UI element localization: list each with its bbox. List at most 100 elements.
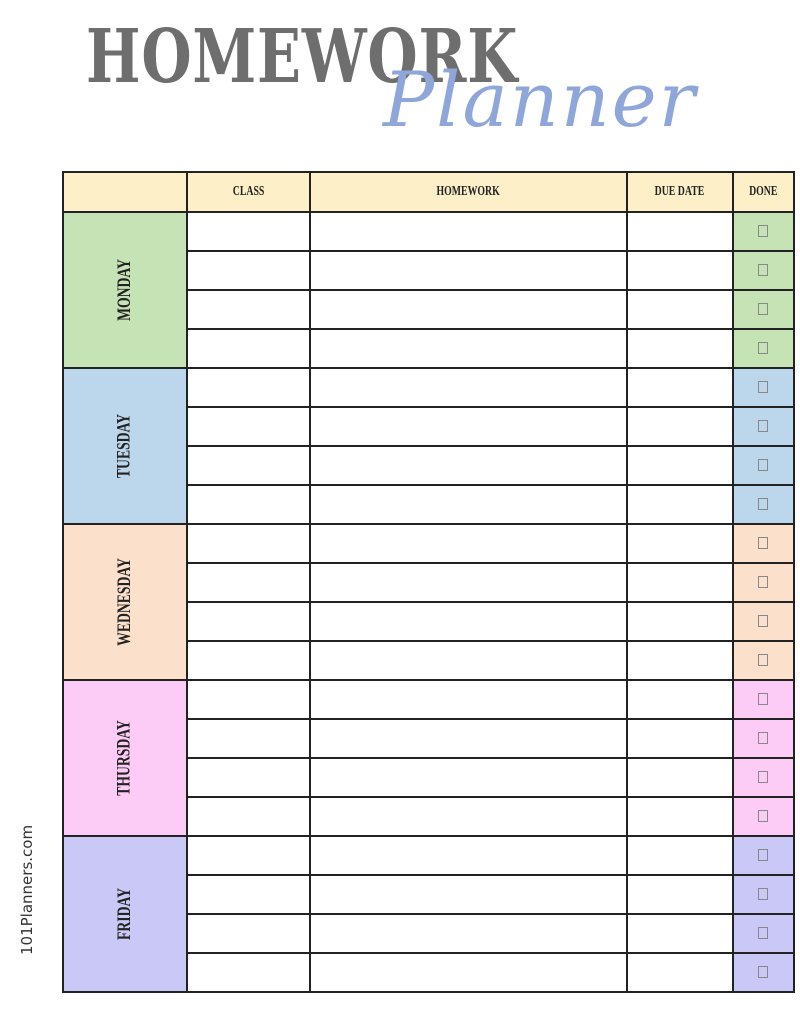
homework-cell[interactable] xyxy=(308,952,628,993)
class-cell[interactable] xyxy=(185,679,311,720)
due-date-cell[interactable] xyxy=(625,601,734,642)
homework-cell[interactable] xyxy=(308,367,628,408)
homework-cell[interactable] xyxy=(308,523,628,564)
homework-cell[interactable] xyxy=(308,601,628,642)
due-date-cell[interactable] xyxy=(625,523,734,564)
due-date-cell[interactable] xyxy=(625,913,734,954)
done-cell xyxy=(731,601,795,642)
checkbox-icon[interactable] xyxy=(758,342,769,354)
homework-cell[interactable] xyxy=(308,328,628,369)
table-row: MONDAY xyxy=(62,211,795,369)
done-cell xyxy=(731,289,795,330)
class-cell[interactable] xyxy=(185,601,311,642)
checkbox-icon[interactable] xyxy=(758,576,769,588)
checkbox-icon[interactable] xyxy=(758,966,769,978)
header-row: CLASS HOMEWORK DUE DATE DONE xyxy=(62,171,795,213)
class-cell[interactable] xyxy=(185,445,311,486)
class-cell[interactable] xyxy=(185,874,311,915)
class-cell[interactable] xyxy=(185,523,311,564)
header-homework: HOMEWORK xyxy=(308,171,628,213)
done-cell xyxy=(731,250,795,291)
day-label: TUESDAY xyxy=(113,413,135,479)
class-cell[interactable] xyxy=(185,640,311,681)
header-class: CLASS xyxy=(185,171,311,213)
due-date-cell[interactable] xyxy=(625,640,734,681)
class-cell[interactable] xyxy=(185,484,311,525)
homework-cell[interactable] xyxy=(308,835,628,876)
table-row xyxy=(63,601,795,642)
homework-cell[interactable] xyxy=(308,445,628,486)
homework-cell[interactable] xyxy=(308,211,628,252)
done-cell xyxy=(731,523,795,564)
homework-cell[interactable] xyxy=(308,250,628,291)
checkbox-icon[interactable] xyxy=(758,420,769,432)
due-date-cell[interactable] xyxy=(625,757,734,798)
homework-cell[interactable] xyxy=(308,913,628,954)
checkbox-icon[interactable] xyxy=(758,537,769,549)
header-done: DONE xyxy=(731,171,795,213)
checkbox-icon[interactable] xyxy=(758,771,769,783)
due-date-cell[interactable] xyxy=(625,367,734,408)
table-row: TUESDAY xyxy=(62,367,795,525)
day-cell-wednesday: WEDNESDAY xyxy=(62,523,188,681)
checkbox-icon[interactable] xyxy=(758,264,769,276)
class-cell[interactable] xyxy=(185,718,311,759)
done-cell xyxy=(731,757,795,798)
table-row xyxy=(63,757,795,798)
due-date-cell[interactable] xyxy=(625,328,734,369)
due-date-cell[interactable] xyxy=(625,250,734,291)
table-row xyxy=(63,484,795,525)
homework-cell[interactable] xyxy=(308,718,628,759)
class-cell[interactable] xyxy=(185,562,311,603)
due-date-cell[interactable] xyxy=(625,718,734,759)
due-date-cell[interactable] xyxy=(625,445,734,486)
class-cell[interactable] xyxy=(185,211,311,252)
due-date-cell[interactable] xyxy=(625,562,734,603)
checkbox-icon[interactable] xyxy=(758,498,769,510)
class-cell[interactable] xyxy=(185,250,311,291)
checkbox-icon[interactable] xyxy=(758,693,769,705)
homework-cell[interactable] xyxy=(308,484,628,525)
due-date-cell[interactable] xyxy=(625,406,734,447)
checkbox-icon[interactable] xyxy=(758,849,769,861)
class-cell[interactable] xyxy=(185,367,311,408)
class-cell[interactable] xyxy=(185,796,311,837)
due-date-cell[interactable] xyxy=(625,952,734,993)
checkbox-icon[interactable] xyxy=(758,927,769,939)
homework-cell[interactable] xyxy=(308,562,628,603)
homework-cell[interactable] xyxy=(308,757,628,798)
due-date-cell[interactable] xyxy=(625,679,734,720)
homework-cell[interactable] xyxy=(308,406,628,447)
due-date-cell[interactable] xyxy=(625,484,734,525)
due-date-cell[interactable] xyxy=(625,796,734,837)
class-cell[interactable] xyxy=(185,835,311,876)
due-date-cell[interactable] xyxy=(625,211,734,252)
class-cell[interactable] xyxy=(185,913,311,954)
watermark: 101Planners.com xyxy=(18,824,36,955)
day-label: WEDNESDAY xyxy=(113,558,135,646)
checkbox-icon[interactable] xyxy=(758,810,769,822)
due-date-cell[interactable] xyxy=(625,874,734,915)
homework-cell[interactable] xyxy=(308,289,628,330)
table-row xyxy=(63,640,795,681)
class-cell[interactable] xyxy=(185,757,311,798)
homework-cell[interactable] xyxy=(308,796,628,837)
checkbox-icon[interactable] xyxy=(758,459,769,471)
homework-cell[interactable] xyxy=(308,874,628,915)
homework-cell[interactable] xyxy=(308,640,628,681)
checkbox-icon[interactable] xyxy=(758,888,769,900)
checkbox-icon[interactable] xyxy=(758,303,769,315)
checkbox-icon[interactable] xyxy=(758,381,769,393)
checkbox-icon[interactable] xyxy=(758,732,769,744)
checkbox-icon[interactable] xyxy=(758,654,769,666)
class-cell[interactable] xyxy=(185,406,311,447)
class-cell[interactable] xyxy=(185,289,311,330)
due-date-cell[interactable] xyxy=(625,835,734,876)
checkbox-icon[interactable] xyxy=(758,225,769,237)
done-cell xyxy=(731,913,795,954)
class-cell[interactable] xyxy=(185,952,311,993)
class-cell[interactable] xyxy=(185,328,311,369)
homework-cell[interactable] xyxy=(308,679,628,720)
checkbox-icon[interactable] xyxy=(758,615,769,627)
due-date-cell[interactable] xyxy=(625,289,734,330)
